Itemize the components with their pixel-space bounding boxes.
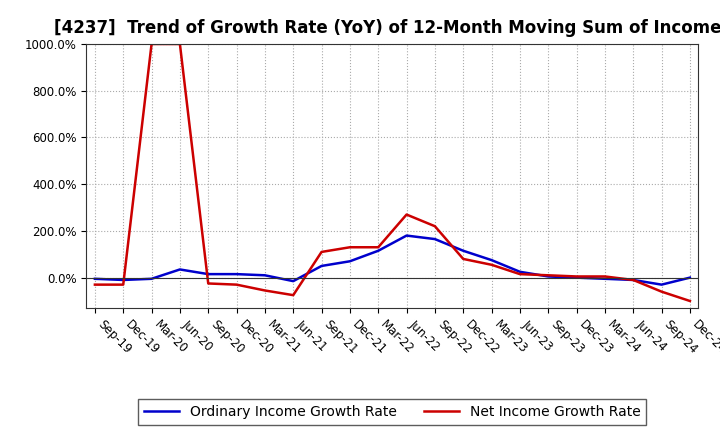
Ordinary Income Growth Rate: [459, 248, 467, 253]
Ordinary Income Growth Rate: [374, 248, 382, 253]
Net Income Growth Rate: [629, 277, 637, 282]
Net Income Growth Rate: [600, 274, 609, 279]
Ordinary Income Growth Rate: [516, 269, 524, 275]
Ordinary Income Growth Rate: [572, 275, 581, 280]
Net Income Growth Rate: [657, 289, 666, 294]
Ordinary Income Growth Rate: [346, 259, 354, 264]
Net Income Growth Rate: [346, 245, 354, 250]
Net Income Growth Rate: [402, 212, 411, 217]
Ordinary Income Growth Rate: [402, 233, 411, 238]
Ordinary Income Growth Rate: [176, 267, 184, 272]
Net Income Growth Rate: [204, 281, 212, 286]
Net Income Growth Rate: [544, 273, 552, 278]
Ordinary Income Growth Rate: [204, 271, 212, 277]
Ordinary Income Growth Rate: [261, 273, 269, 278]
Net Income Growth Rate: [233, 282, 241, 287]
Line: Ordinary Income Growth Rate: Ordinary Income Growth Rate: [95, 235, 690, 285]
Net Income Growth Rate: [91, 282, 99, 287]
Ordinary Income Growth Rate: [119, 277, 127, 282]
Net Income Growth Rate: [289, 293, 297, 298]
Ordinary Income Growth Rate: [685, 275, 694, 280]
Net Income Growth Rate: [318, 249, 326, 255]
Ordinary Income Growth Rate: [318, 263, 326, 268]
Title: [4237]  Trend of Growth Rate (YoY) of 12-Month Moving Sum of Incomes: [4237] Trend of Growth Rate (YoY) of 12-…: [54, 19, 720, 37]
Line: Net Income Growth Rate: Net Income Growth Rate: [95, 44, 690, 301]
Net Income Growth Rate: [119, 282, 127, 287]
Ordinary Income Growth Rate: [431, 236, 439, 242]
Ordinary Income Growth Rate: [657, 282, 666, 287]
Net Income Growth Rate: [685, 298, 694, 304]
Ordinary Income Growth Rate: [233, 271, 241, 277]
Net Income Growth Rate: [374, 245, 382, 250]
Net Income Growth Rate: [487, 262, 496, 268]
Net Income Growth Rate: [431, 224, 439, 229]
Net Income Growth Rate: [572, 274, 581, 279]
Ordinary Income Growth Rate: [629, 277, 637, 282]
Legend: Ordinary Income Growth Rate, Net Income Growth Rate: Ordinary Income Growth Rate, Net Income …: [138, 400, 647, 425]
Net Income Growth Rate: [261, 288, 269, 293]
Ordinary Income Growth Rate: [600, 276, 609, 282]
Ordinary Income Growth Rate: [148, 276, 156, 282]
Net Income Growth Rate: [176, 41, 184, 47]
Net Income Growth Rate: [459, 256, 467, 261]
Ordinary Income Growth Rate: [91, 276, 99, 282]
Ordinary Income Growth Rate: [544, 274, 552, 279]
Ordinary Income Growth Rate: [487, 257, 496, 263]
Net Income Growth Rate: [148, 41, 156, 47]
Net Income Growth Rate: [516, 271, 524, 277]
Ordinary Income Growth Rate: [289, 279, 297, 284]
